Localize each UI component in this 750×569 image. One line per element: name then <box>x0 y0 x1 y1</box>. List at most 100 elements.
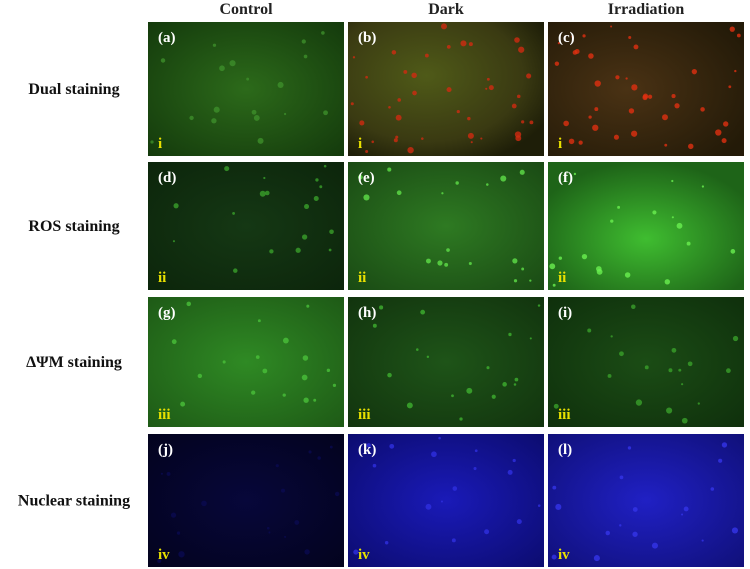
cell-spot <box>627 446 632 450</box>
cell-spot <box>631 84 638 91</box>
cell-spot <box>150 140 154 144</box>
cell-spot <box>594 107 599 112</box>
cell-spot <box>372 463 377 468</box>
cell-spot <box>173 203 179 209</box>
cell-spot <box>391 50 397 55</box>
cell-spot <box>467 116 471 121</box>
cell-spot <box>619 475 624 480</box>
cell-spot <box>731 527 739 534</box>
cell-spot <box>421 137 424 140</box>
cell-spot <box>263 176 266 180</box>
cell-spot <box>308 450 312 454</box>
cell-spot <box>715 129 722 136</box>
cell-spot <box>425 503 432 510</box>
cell-spot <box>502 382 507 387</box>
cell-spot <box>513 279 518 283</box>
panel-numeral: iv <box>158 547 170 563</box>
cell-spot <box>729 26 735 32</box>
cell-spot <box>201 500 207 507</box>
cell-spot <box>444 262 449 267</box>
cell-spot <box>197 373 203 379</box>
panel-letter: (g) <box>158 305 176 321</box>
cell-spot <box>513 383 517 386</box>
cell-spot <box>511 103 517 109</box>
cell-spot <box>723 121 729 127</box>
cell-spot <box>446 87 452 93</box>
cell-spot <box>662 114 668 121</box>
cell-spot <box>686 241 691 246</box>
cell-spot <box>642 94 648 101</box>
micrograph <box>148 162 344 290</box>
cell-spot <box>553 403 559 409</box>
cell-spot <box>468 42 473 47</box>
cell-spot <box>283 112 287 116</box>
cell-spot <box>416 348 419 351</box>
cell-spot <box>596 268 603 275</box>
cell-spot <box>224 166 230 172</box>
cell-spot <box>671 94 676 99</box>
panel-letter: (k) <box>358 442 376 458</box>
cell-spot <box>644 365 649 370</box>
cell-spot <box>420 309 426 315</box>
cell-spot <box>474 449 478 453</box>
micrograph <box>348 22 544 156</box>
panel-numeral: i <box>358 136 362 152</box>
cell-spot <box>313 398 317 402</box>
cell-spot <box>301 39 306 44</box>
cell-spot <box>412 90 417 96</box>
cell-spot <box>251 109 257 115</box>
cell-spot <box>485 87 488 90</box>
cell-spot <box>313 195 319 201</box>
cell-spot <box>572 50 578 55</box>
panel-letter: (i) <box>558 305 572 321</box>
cell-spot <box>166 472 171 476</box>
cell-spot <box>387 372 392 378</box>
cell-spot <box>446 44 451 49</box>
row-label: Dual staining <box>28 81 119 98</box>
cell-spot <box>211 118 217 124</box>
cell-spot <box>366 443 371 448</box>
cell-spot <box>387 167 392 172</box>
cell-spot <box>329 445 333 449</box>
cell-spot <box>529 279 532 282</box>
cell-spot <box>605 530 611 536</box>
cell-spot <box>635 399 643 406</box>
panel-numeral: iii <box>358 407 371 423</box>
cell-spot <box>613 134 619 140</box>
cell-spot <box>676 222 683 229</box>
cell-spot <box>455 181 459 185</box>
cell-spot <box>262 368 268 374</box>
cell-spot <box>651 542 658 549</box>
cell-spot <box>674 103 680 109</box>
cell-spot <box>529 337 532 340</box>
micrograph <box>348 434 544 567</box>
cell-spot <box>728 85 732 89</box>
cell-spot <box>281 488 286 493</box>
cell-spot <box>306 304 310 308</box>
panel-numeral: i <box>558 136 562 152</box>
panel-letter: (j) <box>158 442 173 458</box>
cell-spot <box>516 94 521 99</box>
cell-spot <box>480 137 483 140</box>
cell-spot <box>473 467 477 471</box>
panel-letter: (c) <box>558 30 575 46</box>
cell-spot <box>519 169 525 175</box>
micrograph <box>148 297 344 427</box>
cell-spot <box>552 283 556 287</box>
cell-spot <box>329 229 334 235</box>
cell-spot <box>526 73 532 79</box>
micrograph <box>348 162 544 290</box>
cell-spot <box>319 185 323 189</box>
cell-spot <box>486 183 489 186</box>
cell-spot <box>407 146 414 154</box>
cell-spot <box>171 339 177 345</box>
cell-spot <box>697 402 700 405</box>
cell-spot <box>554 61 560 66</box>
cell-spot <box>186 301 192 307</box>
cell-spot <box>426 258 431 264</box>
cell-spot <box>180 401 186 407</box>
cell-spot <box>588 53 594 59</box>
cell-spot <box>521 267 525 271</box>
cell-spot <box>257 137 264 144</box>
